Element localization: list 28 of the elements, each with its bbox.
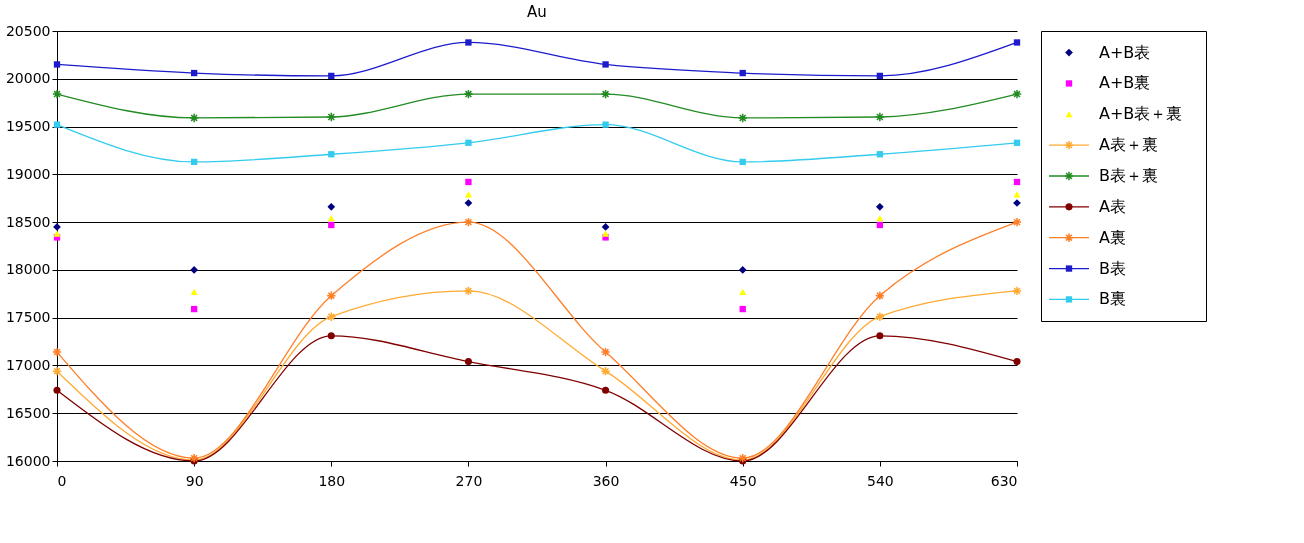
y-tick-label: 20000 — [5, 70, 51, 87]
y-tick-label: 17000 — [5, 356, 51, 373]
y-tick-label: 18000 — [5, 261, 51, 278]
x-tick-label: 180 — [318, 472, 346, 489]
legend-label: B表＋裏 — [1099, 166, 1158, 185]
legend-label: A+B表＋裏 — [1099, 104, 1183, 124]
legend-label: A裏 — [1099, 227, 1126, 247]
legend-label: A+B表 — [1099, 42, 1151, 62]
y-tick-label: 16000 — [5, 452, 51, 469]
y-tick-label: 16500 — [5, 404, 51, 421]
y-tick-label: 19000 — [5, 165, 51, 182]
y-tick-label: 20500 — [5, 22, 51, 39]
legend-label: A表＋裏 — [1099, 135, 1158, 155]
x-tick-label: 450 — [729, 472, 757, 489]
x-tick-label: 630 — [990, 472, 1018, 489]
x-tick-label: 90 — [185, 472, 204, 489]
legend-label: B裏 — [1099, 289, 1126, 309]
legend-label: A+B裏 — [1099, 73, 1151, 93]
y-tick-label: 17500 — [5, 309, 51, 326]
legend-label: A表 — [1099, 196, 1126, 216]
x-tick-label: 360 — [592, 472, 620, 489]
legend-label: B表 — [1099, 258, 1126, 278]
y-tick-label: 19500 — [5, 118, 51, 135]
y-tick-label: 18500 — [5, 213, 51, 230]
x-tick-label: 540 — [866, 472, 894, 489]
x-tick-label: 0 — [57, 472, 67, 489]
chart-title: Au — [527, 3, 547, 21]
x-tick-label: 270 — [455, 472, 483, 489]
